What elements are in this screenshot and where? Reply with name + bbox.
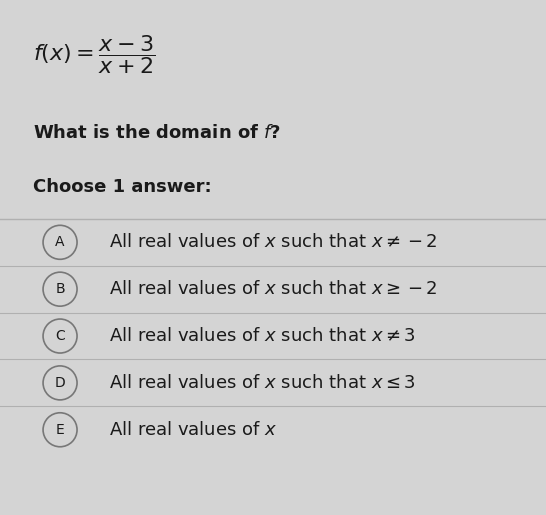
- Text: What is the domain of $f$?: What is the domain of $f$?: [33, 124, 281, 142]
- Text: A: A: [55, 235, 65, 249]
- Ellipse shape: [43, 272, 77, 306]
- Text: D: D: [55, 376, 66, 390]
- Ellipse shape: [43, 319, 77, 353]
- Text: E: E: [56, 423, 64, 437]
- Text: All real values of $x$ such that $x \neq -2$: All real values of $x$ such that $x \neq…: [109, 233, 438, 251]
- Text: All real values of $x$ such that $x \geq -2$: All real values of $x$ such that $x \geq…: [109, 280, 438, 298]
- Text: Choose 1 answer:: Choose 1 answer:: [33, 178, 211, 196]
- Ellipse shape: [43, 226, 77, 260]
- Text: All real values of $x$ such that $x \neq 3$: All real values of $x$ such that $x \neq…: [109, 327, 416, 345]
- Text: All real values of $x$: All real values of $x$: [109, 421, 277, 439]
- Text: C: C: [55, 329, 65, 343]
- Text: All real values of $x$ such that $x \leq 3$: All real values of $x$ such that $x \leq…: [109, 374, 416, 392]
- Ellipse shape: [43, 366, 77, 400]
- Text: B: B: [55, 282, 65, 296]
- Ellipse shape: [43, 413, 77, 447]
- Text: $f(x) = \dfrac{x-3}{x+2}$: $f(x) = \dfrac{x-3}{x+2}$: [33, 33, 155, 76]
